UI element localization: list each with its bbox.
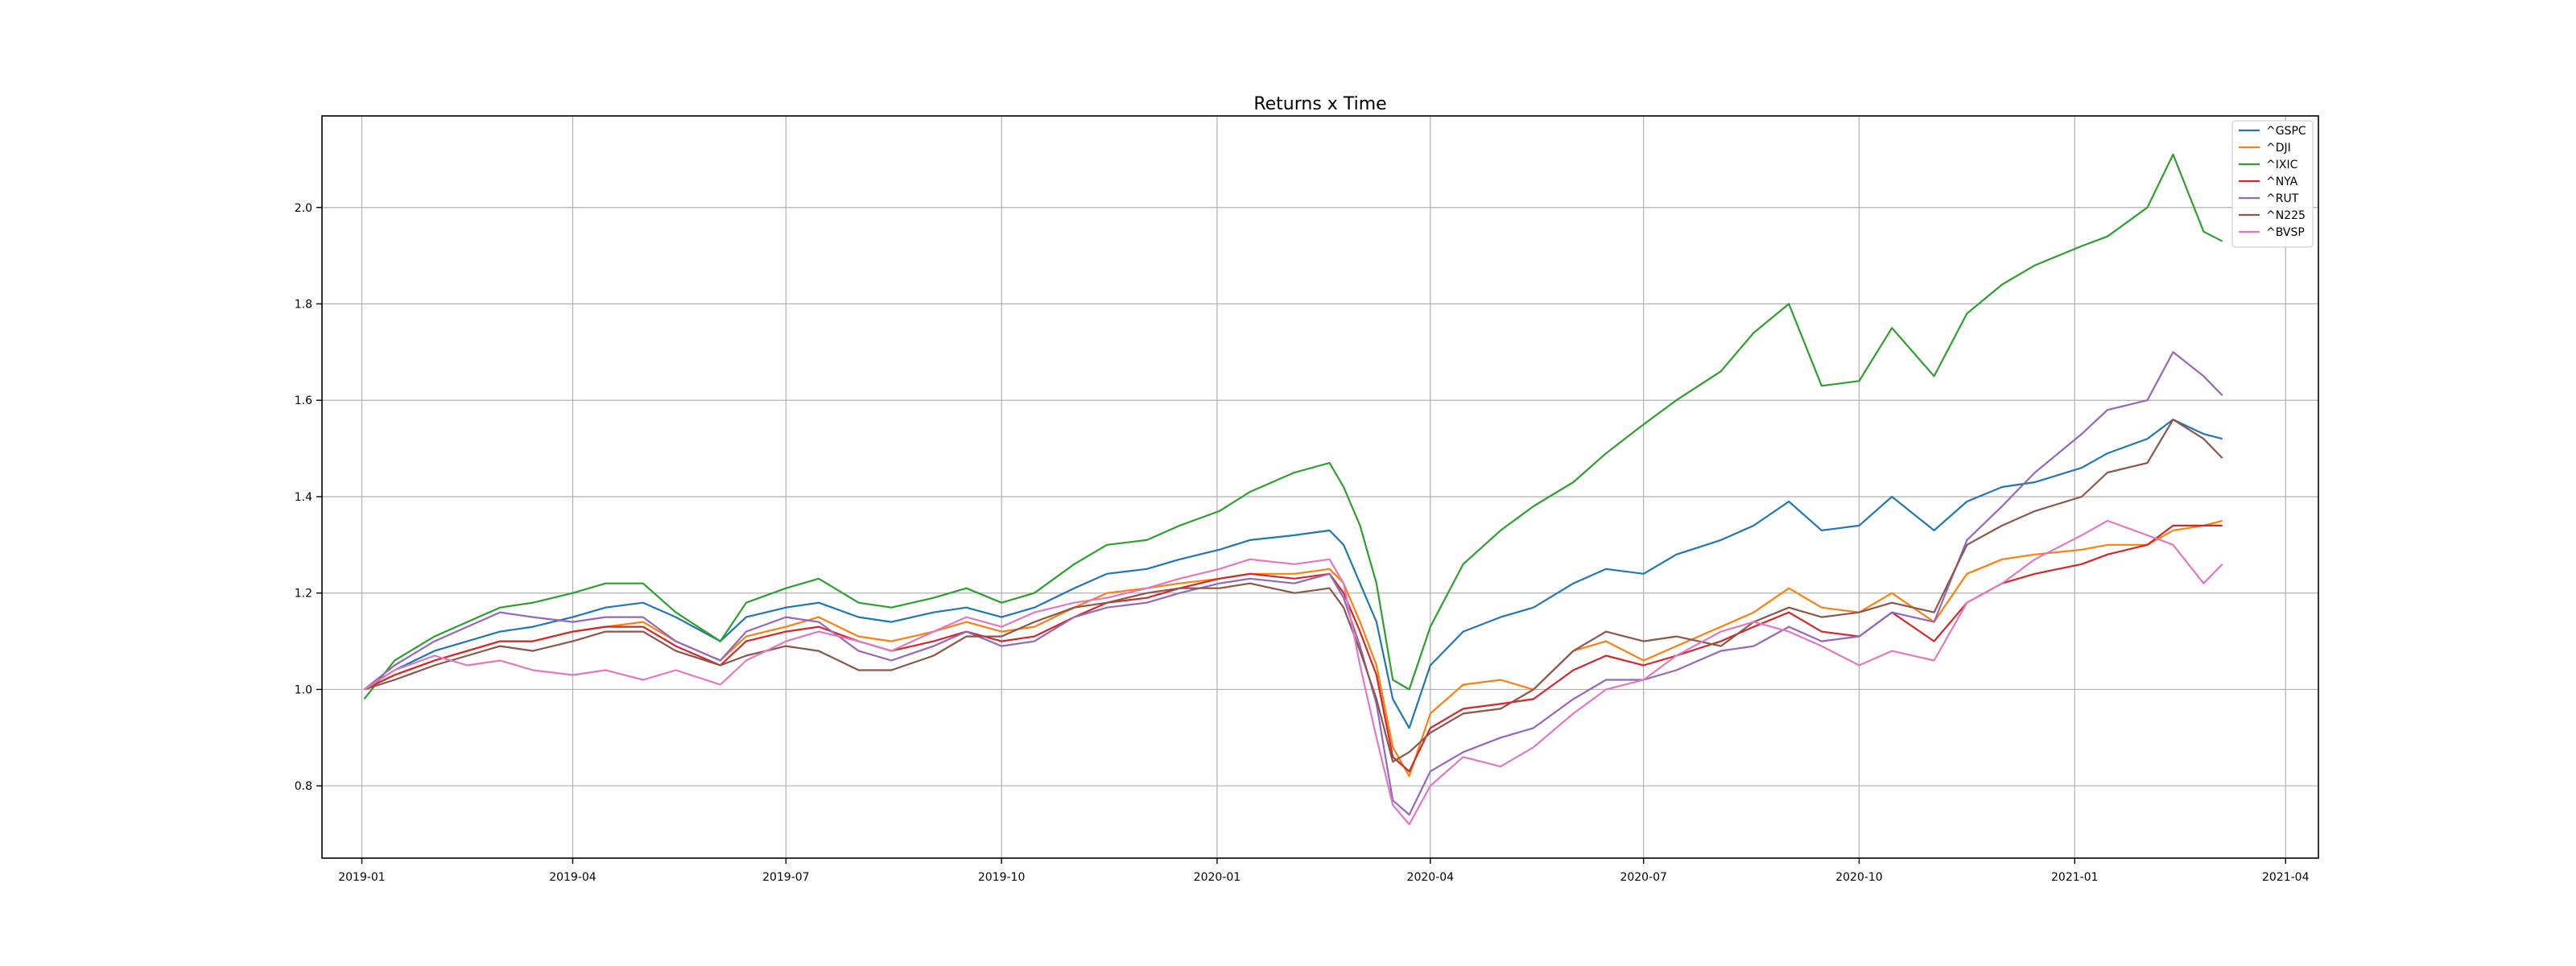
- chart-title: Returns x Time: [1253, 94, 1386, 114]
- y-tick-label: 1.0: [295, 683, 312, 696]
- plot-frame: [321, 115, 2319, 859]
- series-lines: [363, 153, 2223, 826]
- x-axis: 2019-01 2019-04 2019-07 2019-10 2020-01 2020-…: [338, 858, 2310, 884]
- legend: ^GSPC ^DJI ^IXIC ^NYA ^RUT ^N225 ^BVSP: [2231, 120, 2314, 248]
- legend-label: ^GSPC: [2266, 125, 2306, 138]
- y-tick-label: 2.0: [295, 202, 312, 215]
- series-line-gspc: [363, 419, 2223, 729]
- x-tick-label: 2019-07: [762, 871, 810, 884]
- x-tick-label: 2020-10: [1835, 871, 1883, 884]
- x-tick-label: 2019-04: [549, 871, 597, 884]
- y-tick-label: 1.6: [295, 394, 312, 407]
- y-tick-label: 1.4: [295, 491, 312, 504]
- legend-label: ^NYA: [2266, 175, 2298, 188]
- x-tick-label: 2020-01: [1194, 871, 1241, 884]
- x-tick-label: 2020-07: [1620, 871, 1667, 884]
- legend-label: ^N225: [2266, 209, 2306, 222]
- x-tick-label: 2019-10: [978, 871, 1026, 884]
- y-tick-label: 1.8: [295, 298, 312, 311]
- x-tick-label: 2021-04: [2262, 871, 2310, 884]
- series-line-n225: [364, 419, 2223, 763]
- x-tick-label: 2019-01: [338, 871, 386, 884]
- legend-label: ^RUT: [2266, 192, 2299, 205]
- series-line-nya: [363, 524, 2223, 773]
- y-tick-label: 1.2: [295, 588, 312, 601]
- series-line-bvsp: [363, 519, 2223, 826]
- legend-label: ^IXIC: [2266, 159, 2298, 171]
- y-axis: 0.8 1.0 1.2 1.4 1.6 1.8 2.0: [295, 202, 322, 793]
- y-tick-label: 0.8: [295, 780, 312, 793]
- legend-label: ^BVSP: [2266, 226, 2305, 239]
- legend-label: ^DJI: [2266, 142, 2291, 155]
- series-line-ixic: [363, 153, 2223, 700]
- x-tick-label: 2021-01: [2051, 871, 2099, 884]
- x-tick-label: 2020-04: [1407, 871, 1455, 884]
- series-line-rut: [363, 351, 2223, 816]
